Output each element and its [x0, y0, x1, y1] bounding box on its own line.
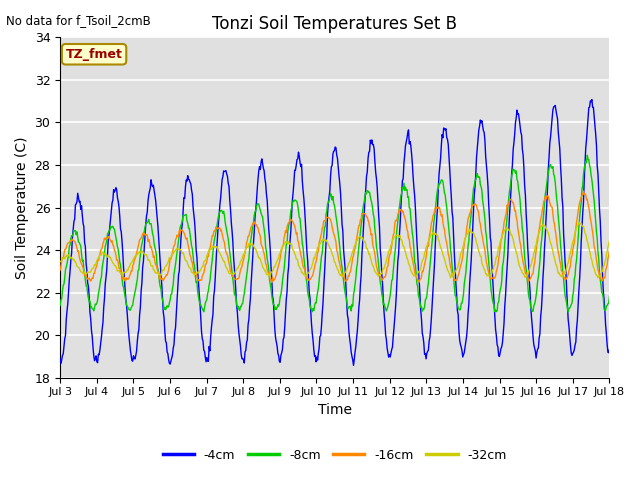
- Title: Tonzi Soil Temperatures Set B: Tonzi Soil Temperatures Set B: [212, 15, 458, 33]
- Y-axis label: Soil Temperature (C): Soil Temperature (C): [15, 136, 29, 279]
- Legend: -4cm, -8cm, -16cm, -32cm: -4cm, -8cm, -16cm, -32cm: [157, 444, 512, 467]
- Text: No data for f_Tsoil_2cmB: No data for f_Tsoil_2cmB: [6, 14, 151, 27]
- X-axis label: Time: Time: [318, 403, 352, 417]
- Text: TZ_fmet: TZ_fmet: [66, 48, 122, 61]
